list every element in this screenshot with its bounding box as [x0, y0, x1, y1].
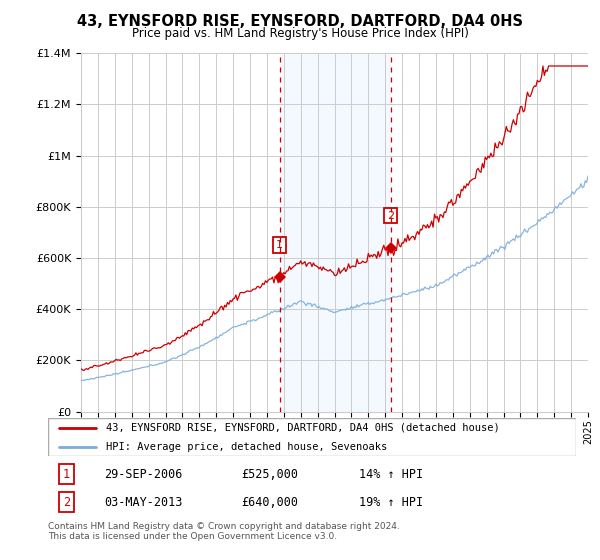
Text: 1: 1	[276, 240, 283, 250]
Text: 1: 1	[63, 468, 70, 481]
Text: 43, EYNSFORD RISE, EYNSFORD, DARTFORD, DA4 0HS (detached house): 43, EYNSFORD RISE, EYNSFORD, DARTFORD, D…	[106, 423, 500, 433]
Text: Price paid vs. HM Land Registry's House Price Index (HPI): Price paid vs. HM Land Registry's House …	[131, 27, 469, 40]
Text: 03-MAY-2013: 03-MAY-2013	[104, 496, 182, 508]
Text: 19% ↑ HPI: 19% ↑ HPI	[359, 496, 423, 508]
Text: Contains HM Land Registry data © Crown copyright and database right 2024.
This d: Contains HM Land Registry data © Crown c…	[48, 522, 400, 542]
Text: £525,000: £525,000	[241, 468, 298, 481]
Text: 43, EYNSFORD RISE, EYNSFORD, DARTFORD, DA4 0HS: 43, EYNSFORD RISE, EYNSFORD, DARTFORD, D…	[77, 14, 523, 29]
Text: £640,000: £640,000	[241, 496, 298, 508]
Text: 2: 2	[387, 211, 394, 221]
Text: 14% ↑ HPI: 14% ↑ HPI	[359, 468, 423, 481]
Bar	[280, 53, 391, 412]
Text: HPI: Average price, detached house, Sevenoaks: HPI: Average price, detached house, Seve…	[106, 442, 388, 452]
Text: 2: 2	[63, 496, 70, 508]
Text: 29-SEP-2006: 29-SEP-2006	[104, 468, 182, 481]
